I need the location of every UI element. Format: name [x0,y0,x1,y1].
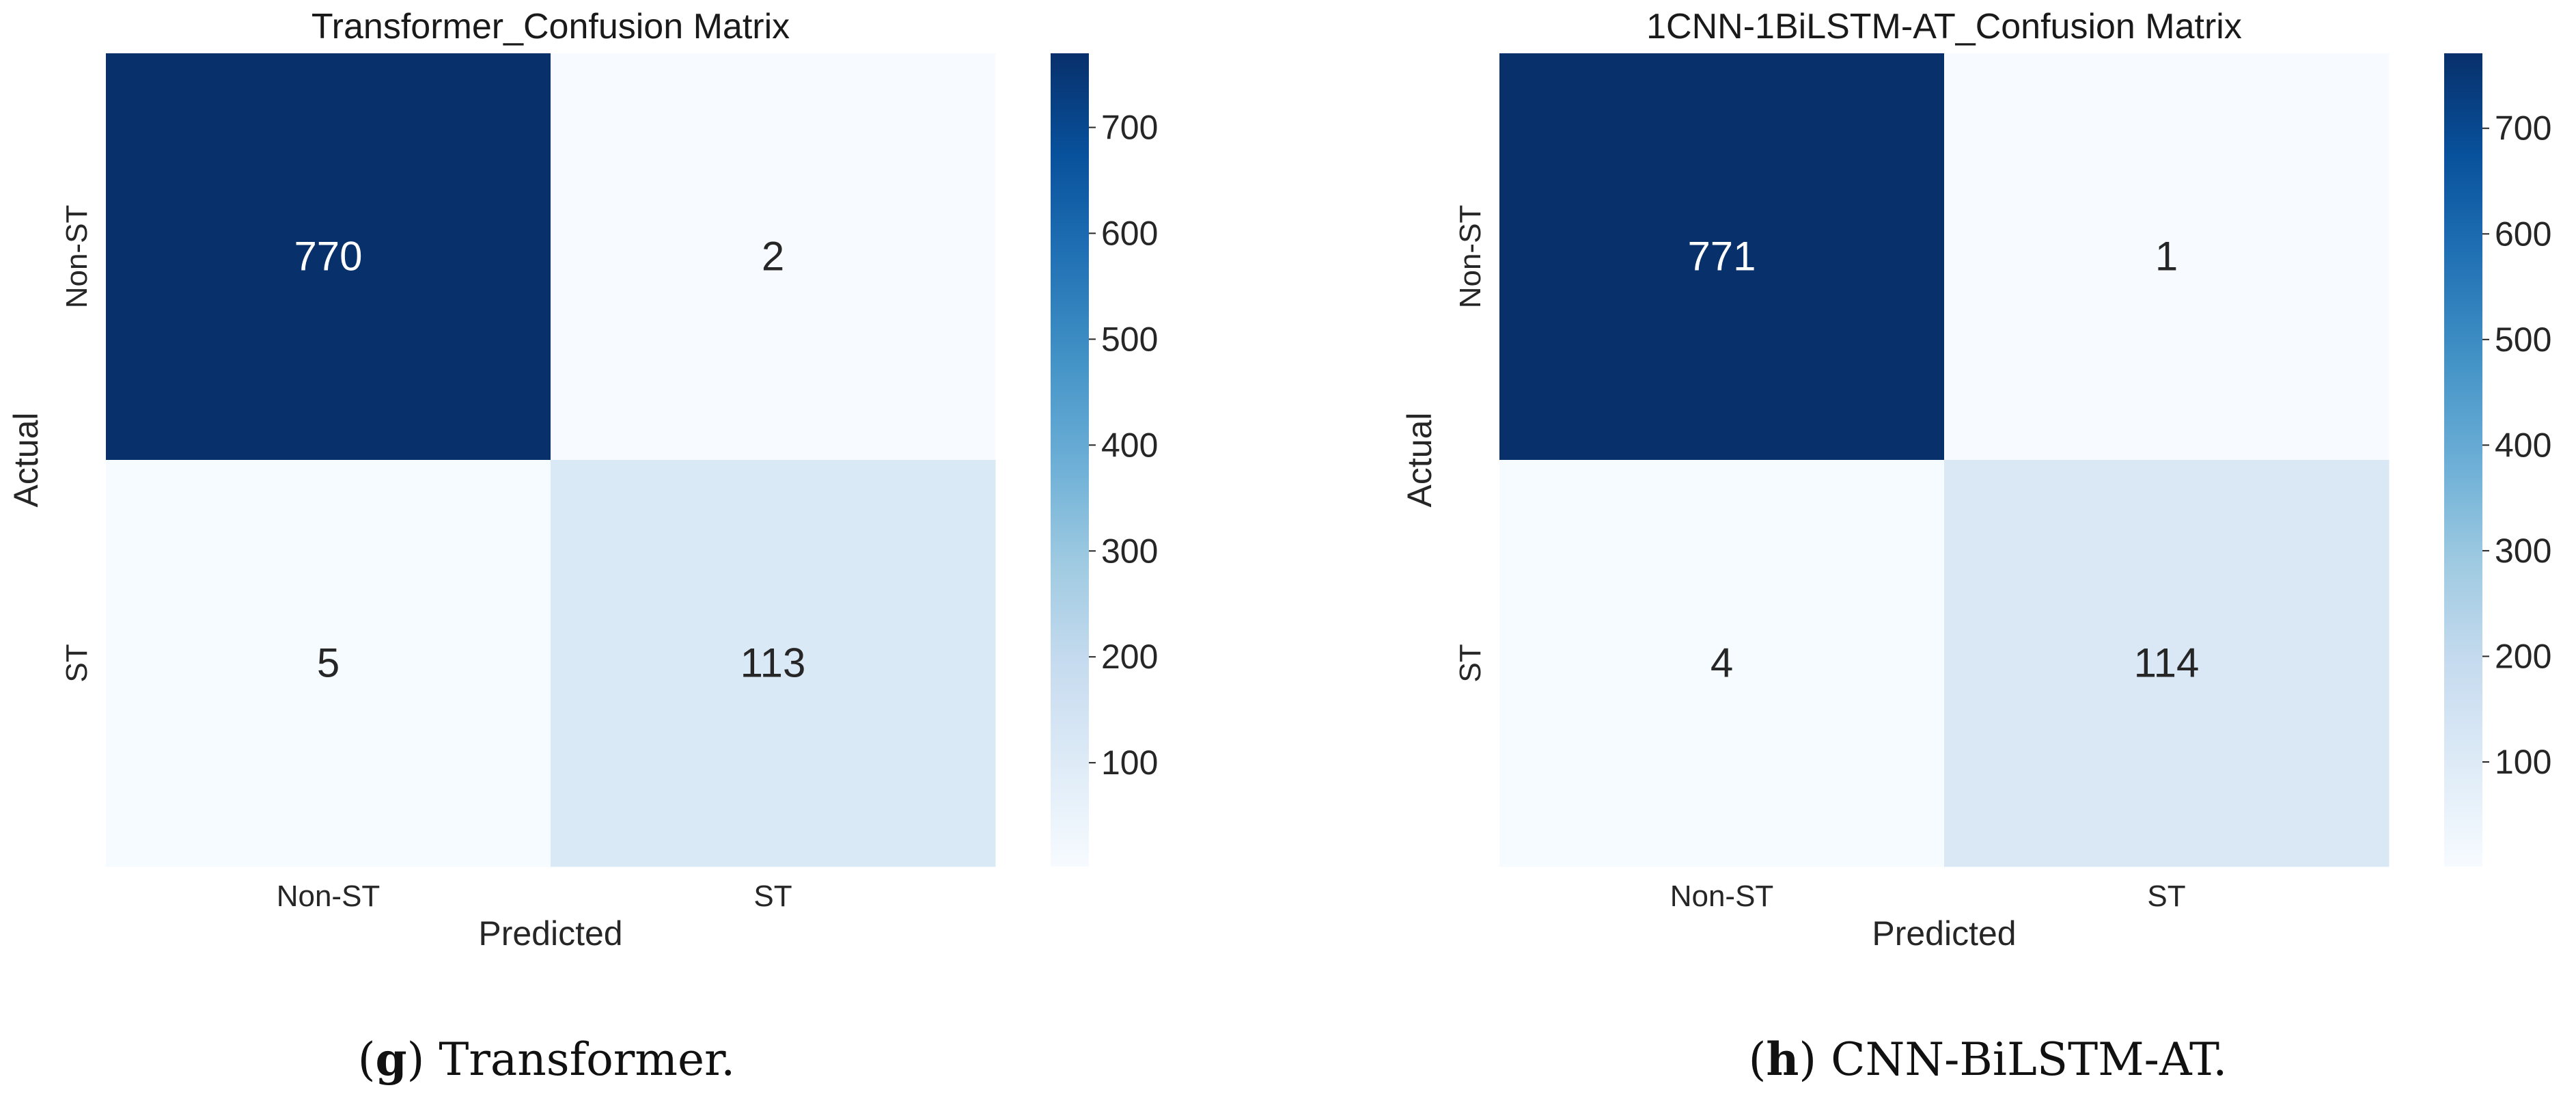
chart-title: Transformer_Confusion Matrix [311,7,790,46]
heatmap-panel-cnn-bilstm-at: 1CNN-1BiLSTM-AT_Confusion Matrix 771 1 4 114… [1400,7,2551,953]
colorbar-tick-label: 500 [2495,320,2551,359]
heatmap-cell [1944,460,2390,867]
cell-value-label: 770 [294,234,362,279]
y-axis-label: Actual [7,413,45,508]
heatmap-cell [106,53,551,461]
heatmap-cell [106,460,551,867]
heatmap-cell [551,460,996,867]
colorbar-tick-label: 200 [1101,638,1158,676]
colorbar-tick-label: 100 [2495,743,2551,781]
cell-value-label: 114 [2134,640,2200,686]
heatmap-cell [1499,460,1945,867]
y-axis-label: Actual [1400,413,1439,508]
colorbar [2444,53,2482,867]
caption-letter: h [1766,1033,1799,1086]
cell-value-label: 2 [762,234,784,279]
y-tick-label: Non-ST [1454,205,1487,309]
colorbar-tick-label: 400 [1101,426,1158,464]
cell-value-label: 113 [740,640,806,686]
colorbar-tick-label: 700 [2495,109,2551,148]
caption-g: (g) Transformer. [357,1033,736,1086]
heatmap-cell [1499,53,1945,461]
colorbar-tick-label: 600 [1101,214,1158,252]
chart-title: 1CNN-1BiLSTM-AT_Confusion Matrix [1646,7,2242,46]
x-tick-label: ST [753,879,792,913]
cell-value-label: 4 [1711,640,1733,686]
colorbar-tick-label: 700 [1101,108,1158,146]
x-tick-label: ST [2147,879,2185,913]
colorbar-tick-label: 300 [1101,532,1158,570]
cell-value-label: 771 [1687,234,1756,279]
colorbar-tick-label: 100 [1101,744,1158,782]
heatmap-cell [551,53,996,461]
colorbar-tick-label: 600 [2495,215,2551,253]
colorbar-tick-label: 200 [2495,637,2551,675]
caption-text: Transformer. [439,1033,736,1086]
caption-text: CNN-BiLSTM-AT. [1831,1033,2228,1086]
colorbar-tick-label: 300 [2495,532,2551,570]
colorbar-tick-label: 500 [1101,320,1158,358]
y-tick-label: Non-ST [60,205,94,309]
cell-value-label: 1 [2155,234,2178,279]
x-tick-label: Non-ST [1670,879,1774,913]
y-tick-label: ST [60,644,94,682]
cell-value-label: 5 [317,640,340,686]
caption-h: (h) CNN-BiLSTM-AT. [1748,1033,2228,1086]
caption-letter: g [375,1033,407,1086]
x-axis-label: Predicted [1872,914,2016,953]
colorbar [1051,53,1089,867]
y-tick-label: ST [1454,644,1487,682]
x-tick-label: Non-ST [277,879,380,913]
heatmap-cell [1944,53,2390,461]
heatmap-panel-transformer: Transformer_Confusion Matrix 770 2 5 113 Non-… [7,7,1158,953]
colorbar-tick-label: 400 [2495,426,2551,464]
x-axis-label: Predicted [478,914,622,953]
